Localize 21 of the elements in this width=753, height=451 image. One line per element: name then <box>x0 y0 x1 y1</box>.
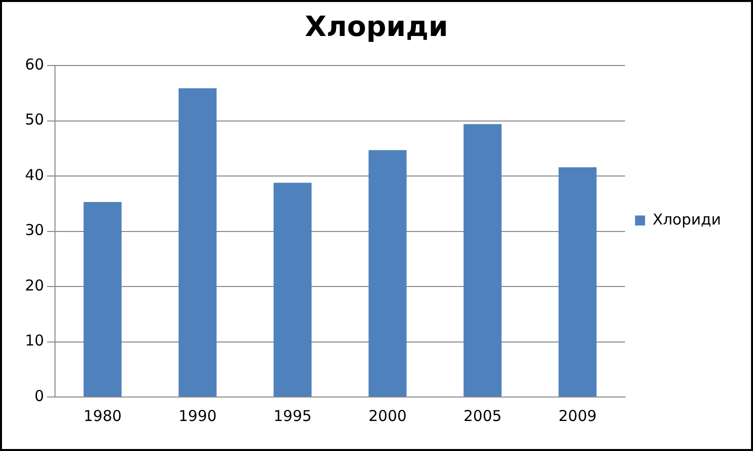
bar <box>178 88 217 396</box>
y-tick-label: 30 <box>24 221 44 240</box>
bar <box>368 150 407 396</box>
x-tick-label: 1995 <box>273 406 312 425</box>
y-tick-label: 40 <box>24 166 44 184</box>
x-tick-label: 2009 <box>558 406 597 425</box>
y-tick-label: 50 <box>24 110 44 129</box>
x-tick-label: 2005 <box>463 406 502 425</box>
bar <box>274 182 312 396</box>
x-tick-label: 1980 <box>83 406 122 425</box>
y-tick-label: 20 <box>24 276 44 294</box>
bar <box>558 167 597 396</box>
y-tick-label: 10 <box>24 332 44 350</box>
x-tick-label: 2000 <box>368 406 407 425</box>
bar <box>464 124 502 396</box>
chart-title: Хлориди <box>304 10 448 44</box>
legend-label: Хлориди <box>652 210 722 228</box>
y-tick-label: 0 <box>34 386 44 405</box>
x-tick-label: 1990 <box>178 406 217 425</box>
y-tick-label: 60 <box>24 55 44 74</box>
bar <box>84 202 122 396</box>
